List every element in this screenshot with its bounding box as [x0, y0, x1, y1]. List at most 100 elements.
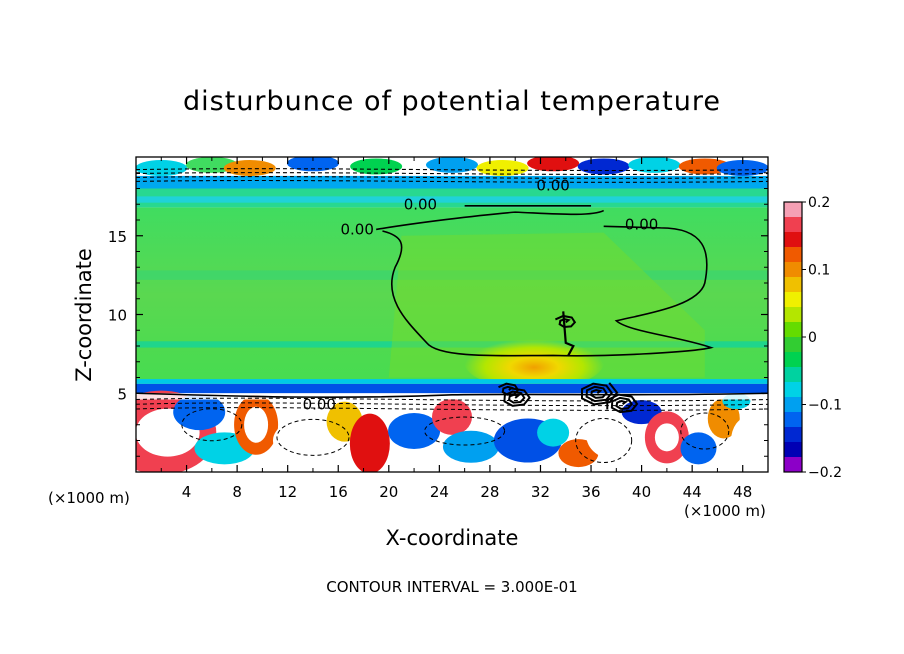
x-tick-label: 32 — [531, 483, 550, 501]
contour-negative-lower — [136, 397, 768, 402]
x-tick-label: 20 — [379, 483, 398, 501]
colorbar-tick-label: 0 — [808, 330, 817, 346]
colorbar-segment — [784, 232, 802, 248]
colorbar-tick-label: 0.2 — [808, 195, 830, 211]
band-upper-blue — [136, 175, 768, 189]
contour-label: 0.00 — [340, 220, 373, 238]
contour-label: 0.00 — [404, 195, 437, 213]
colorbar-segment — [784, 367, 802, 383]
lower-anomaly-cell — [558, 439, 599, 468]
contour-label: 0.00 — [303, 395, 336, 413]
top-anomaly-cell — [426, 157, 478, 173]
contour-negative-upper — [136, 172, 768, 175]
contour-negative-cell — [424, 416, 506, 446]
colorbar-segment — [784, 277, 802, 293]
contour-negative-lower — [136, 402, 768, 407]
x-tick-label: 16 — [329, 483, 348, 501]
lower-anomaly-cell — [586, 411, 647, 460]
contour-zero-upper — [376, 205, 605, 231]
top-anomaly-cell — [286, 157, 339, 172]
contour-negative-cell — [276, 418, 350, 456]
x-tick-label: 4 — [182, 483, 192, 501]
x-unit-left-label: (×1000 m) — [48, 489, 130, 507]
colorbar-segment — [784, 427, 802, 443]
lower-anomaly-cell — [537, 418, 570, 447]
lower-anomaly-cell — [432, 398, 472, 435]
x-tick-label: 8 — [232, 483, 242, 501]
colorbar-segment — [784, 307, 802, 323]
x-tick-label: 44 — [683, 483, 702, 501]
x-tick-label: 40 — [632, 483, 651, 501]
lower-anomaly-cell — [388, 413, 441, 450]
lower-white-band — [136, 393, 768, 400]
colorbar-segment — [784, 442, 802, 458]
top-anomaly-cell — [223, 160, 276, 177]
top-anomaly-cell — [527, 157, 580, 172]
chart-title: disturbunce of potential temperature — [183, 86, 721, 117]
x-tick-label: 24 — [430, 483, 449, 501]
contour-negative-lower — [136, 407, 768, 411]
contour-label: 0.00 — [536, 176, 569, 194]
top-anomaly-cell — [476, 160, 529, 177]
warm-anomaly — [464, 333, 605, 390]
lower-anomaly-cell — [474, 396, 519, 429]
colorbar-tick-label: 0.1 — [808, 263, 830, 279]
contour-interval-label: CONTOUR INTERVAL = 3.000E-01 — [326, 578, 578, 596]
colorbar-segment — [784, 262, 802, 278]
top-anomaly-cell — [350, 158, 403, 175]
colorbar-tick-label: −0.2 — [808, 465, 842, 481]
lower-anomaly-cell — [731, 416, 768, 465]
plume-region — [388, 232, 705, 378]
colorbar-segment — [784, 337, 802, 353]
contour-zero-lower — [136, 392, 768, 399]
band-lower-blue — [136, 383, 768, 394]
x-tick-label: 48 — [733, 483, 752, 501]
contour-label: 0.00 — [625, 216, 658, 234]
contour-zero-plume — [382, 225, 714, 357]
y-tick-label: 5 — [117, 385, 127, 403]
colorbar-segment — [784, 202, 802, 218]
colorbar-segment — [784, 352, 802, 368]
band-mid-stripe — [136, 341, 768, 348]
band-upper-cyan-thin — [136, 196, 768, 203]
contour-turbulence — [503, 387, 531, 407]
contour-negative-cell — [680, 412, 730, 450]
colorbar-segment — [784, 217, 802, 233]
lower-anomaly-cell — [244, 406, 269, 443]
colorbar-segment — [784, 247, 802, 263]
contour-column — [562, 311, 575, 356]
contour-negative-upper — [136, 168, 768, 172]
top-anomaly-cell — [577, 158, 630, 175]
lower-anomaly-cell — [621, 400, 662, 425]
colorbar-segment — [784, 457, 802, 473]
x-axis-label: X-coordinate — [385, 526, 519, 550]
band-lower-cyan — [136, 379, 768, 384]
top-anomaly-cell — [136, 160, 188, 177]
contour-negative-upper — [136, 176, 768, 179]
lower-anomaly-cell — [654, 423, 679, 452]
contour-negative-cell — [181, 408, 243, 442]
lower-anomaly-cell — [680, 432, 717, 465]
contour-negative-upper — [136, 179, 768, 183]
x-tick-label: 12 — [278, 483, 297, 501]
y-tick-label: 10 — [108, 307, 127, 325]
band-neutral-region — [136, 207, 768, 384]
lower-anomaly-cell — [349, 413, 390, 472]
band-mid-stripe-2 — [136, 270, 768, 280]
colorbar-segment — [784, 382, 802, 398]
x-unit-right-label: (×1000 m) — [684, 502, 766, 520]
x-tick-label: 36 — [581, 483, 600, 501]
colorbar-tick-label: −0.1 — [808, 398, 842, 414]
colorbar-segment — [784, 292, 802, 308]
contour-turbulence — [606, 393, 639, 414]
colorbar-segment — [784, 412, 802, 428]
x-tick-label: 28 — [480, 483, 499, 501]
contour-turbulence — [498, 382, 520, 396]
contour-negative-cell — [575, 418, 633, 463]
colorbar-segment — [784, 397, 802, 413]
lower-anomaly-cell — [442, 430, 499, 463]
y-tick-label: 15 — [108, 228, 127, 246]
top-anomaly-cell — [716, 160, 768, 177]
